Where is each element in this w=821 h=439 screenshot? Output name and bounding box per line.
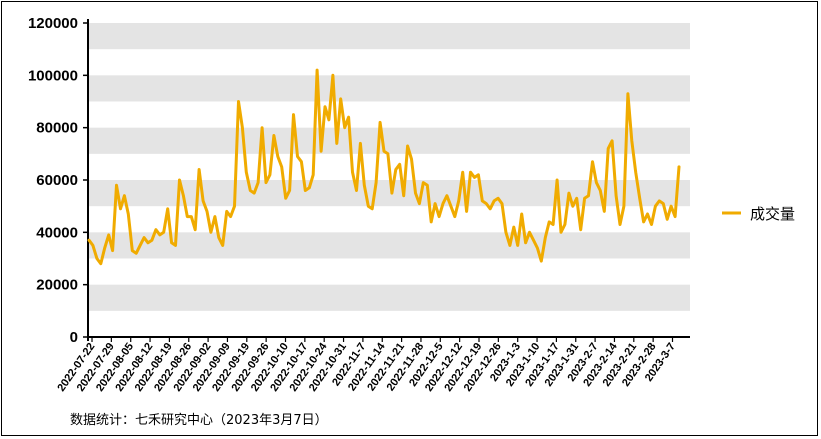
y-tick-label: 120000 xyxy=(28,15,78,32)
y-tick-label: 0 xyxy=(70,329,78,346)
grid-band xyxy=(88,232,690,259)
y-tick-label: 20000 xyxy=(36,277,78,294)
grid-band xyxy=(88,75,690,102)
x-axis: 2022-07-222022-07-292022-08-052022-08-12… xyxy=(55,336,690,394)
grid-band xyxy=(88,23,690,50)
source-note: 数据统计：七禾研究中心（2023年3月7日） xyxy=(70,413,328,428)
series-layer xyxy=(87,68,681,266)
y-tick-label: 60000 xyxy=(36,172,78,189)
grid-band xyxy=(88,127,690,154)
legend: 成交量 xyxy=(722,205,795,223)
y-axis: 0 20000 40000 60000 80000 100000 120000 xyxy=(28,15,89,346)
y-tick-label: 40000 xyxy=(36,224,78,241)
grid-band xyxy=(88,284,690,311)
legend-label: 成交量 xyxy=(750,205,795,223)
series-line xyxy=(87,68,681,266)
y-tick-label: 100000 xyxy=(28,67,78,84)
y-tick-label: 80000 xyxy=(36,120,78,137)
